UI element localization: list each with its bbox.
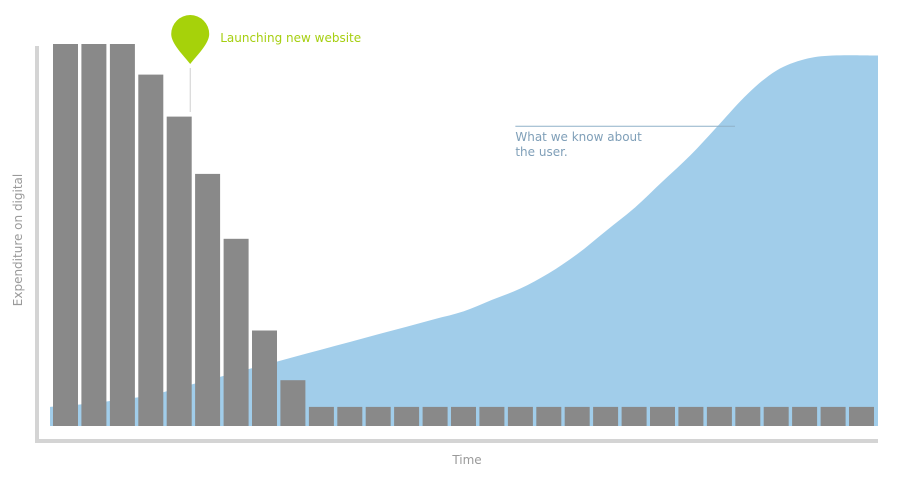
bar-24 [706, 406, 732, 426]
user-knowledge-label-line-2: the user. [515, 145, 567, 159]
y-axis-label: Expenditure on digital [11, 174, 25, 306]
user-knowledge-area [50, 55, 878, 426]
expenditure-bars [53, 44, 874, 426]
bar-2 [81, 44, 107, 426]
bar-18 [536, 406, 562, 426]
launch-annotation: Launching new website [171, 14, 361, 112]
user-knowledge-annotation: What we know about the user. [515, 125, 735, 159]
bar-28 [820, 406, 846, 426]
bar-12 [365, 406, 391, 426]
bar-4 [138, 74, 164, 426]
bar-13 [394, 406, 420, 426]
bar-25 [735, 406, 761, 426]
bar-6 [195, 173, 221, 426]
bar-11 [337, 406, 363, 426]
bar-23 [678, 406, 704, 426]
bar-1 [53, 44, 78, 426]
bar-15 [451, 406, 476, 426]
bar-16 [479, 406, 505, 426]
user-knowledge-label-line-1: What we know about [515, 130, 642, 144]
launch-label: Launching new website [220, 31, 361, 45]
bar-3 [109, 44, 135, 426]
bar-9 [280, 380, 306, 426]
bar-14 [422, 406, 448, 426]
bar-29 [849, 406, 874, 426]
bar-19 [564, 406, 590, 426]
bar-8 [252, 330, 277, 426]
x-axis-label: Time [451, 453, 481, 467]
bar-5 [166, 116, 192, 426]
bar-10 [308, 406, 334, 426]
bar-22 [650, 406, 675, 426]
bar-26 [763, 406, 789, 426]
bar-27 [792, 406, 818, 426]
bar-21 [621, 406, 647, 426]
bar-20 [593, 406, 619, 426]
bar-7 [223, 238, 249, 426]
bar-17 [507, 406, 533, 426]
location-pin-icon [171, 14, 210, 64]
